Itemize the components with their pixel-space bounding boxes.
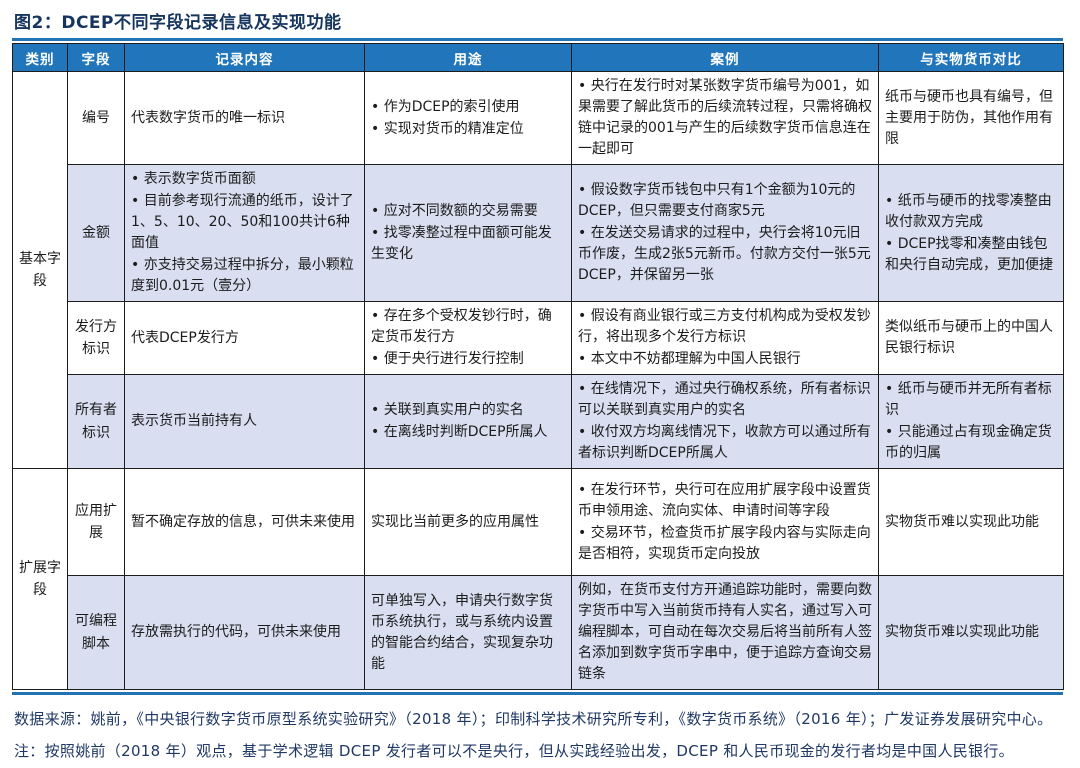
- cell-compare: 实物货币难以实现此功能: [878, 575, 1064, 690]
- cell-line: • 在离线时判断DCEP所属人: [371, 424, 548, 440]
- table-row: 金额 • 表示数字货币面额 • 目前参考现行流通的纸币，设计了1、5、10、20、5…: [13, 164, 1064, 302]
- cell-line: 可单独写入，申请央行数字货币系统执行，或与系统内设置的智能合约结合，实现复杂功能: [371, 592, 553, 672]
- table-row: 扩展字段 应用扩展 暂不确定存放的信息，可供未来使用 实现比当前更多的应用属性 • 在发…: [12, 468, 1064, 690]
- cell-line: 表示货币当前持有人: [131, 413, 257, 429]
- cell-case: • 在线情况下，通过央行确权系统，所有者标识可以关联到真实用户的实名 • 收付双方…: [571, 374, 879, 469]
- cell-line: • 便于央行进行发行控制: [371, 351, 524, 367]
- cell-compare: 实物货币难以实现此功能: [878, 468, 1064, 576]
- table-row: 基本字段 编号 代表数字货币的唯一标识 • 作为DCEP的索引使用 • 实现对货币的精准…: [12, 71, 1064, 469]
- cell-case: • 在发行环节，央行可在应用扩展字段中设置货币申领用途、流向实体、申请时间等字段…: [571, 468, 879, 576]
- cell-line: 实物货币难以实现此功能: [885, 624, 1039, 640]
- cell-case: 例如，在货币支付方开通追踪功能时，需要向数字货币中写入当前货币持有人实名，通过写…: [571, 575, 879, 690]
- cell-line: • 找零凑整过程中面额可能发生变化: [371, 225, 552, 262]
- cell-compare: 类似纸币与硬币上的中国人民银行标识: [878, 301, 1064, 375]
- cell-line: 例如，在货币支付方开通追踪功能时，需要向数字货币中写入当前货币持有人实名，通过写…: [578, 582, 872, 682]
- column-header: 用途: [364, 43, 572, 72]
- cell-line: • 只能通过占有现金确定货币的归属: [885, 424, 1052, 461]
- cell-line: • 本文中不妨都理解为中国人民银行: [578, 351, 801, 367]
- cell-line: • 存在多个受权发钞行时，确定货币发行方: [371, 308, 552, 345]
- cell-compare: • 纸币与硬币并无所有者标识 • 只能通过占有现金确定货币的归属: [878, 374, 1064, 469]
- cell-line: • DCEP找零和凑整由钱包和央行自动完成，更加便捷: [885, 235, 1053, 273]
- cell-line: • 假设数字货币钱包中只有1个金额为10元的DCEP，但只需要支付商家5元: [578, 182, 856, 219]
- column-header: 类别: [12, 43, 68, 72]
- cell-line: • 收付双方均离线情况下，收款方可以通过所有者标识判断DCEP所属人: [578, 424, 871, 461]
- cell-case: • 假设有商业银行或三方支付机构成为受权发钞行，将出现多个发行方标识 • 本文中不…: [571, 301, 879, 375]
- cell-line: • 实现对货币的精准定位: [371, 120, 524, 137]
- cell-usage: • 作为DCEP的索引使用 • 实现对货币的精准定位: [364, 71, 572, 165]
- table-row: 可编程脚本 存放需执行的代码，可供未来使用 可单独写入，申请央行数字货币系统执行，或…: [13, 575, 1064, 690]
- title-rule: [12, 38, 1063, 41]
- dcep-fields-table: 类别 字段 记录内容 用途 案例 与实物货币对比 基本字段 编号 代表数字货币的唯一标识 • 作…: [12, 43, 1064, 690]
- cell-line: 类似纸币与硬币上的中国人民银行标识: [885, 319, 1053, 356]
- table-row: 发行方标识 代表DCEP发行方 • 存在多个受权发钞行时，确定货币发行方 • 便于央行…: [13, 301, 1064, 375]
- cell-line: • 表示数字货币面额: [131, 171, 256, 187]
- field-name-cell: 发行方标识: [67, 301, 125, 375]
- cell-line: • 纸币与硬币的找零凑整由收付款双方完成: [885, 192, 1052, 230]
- column-header: 案例: [571, 43, 879, 72]
- cell-usage: • 存在多个受权发钞行时，确定货币发行方 • 便于央行进行发行控制: [364, 301, 572, 375]
- cell-line: • 关联到真实用户的实名: [371, 402, 524, 418]
- cell-line: • 央行在发行时对某张数字货币编号为001，如果需要了解此货币的后续流转过程，只…: [578, 78, 872, 157]
- cell-content: 表示货币当前持有人: [124, 374, 365, 469]
- cell-line: • 亦支持交易过程中拆分，最小颗粒度到0.01元（壹分）: [131, 257, 354, 294]
- cell-line: • 应对不同数额的交易需要: [371, 203, 538, 219]
- field-name-cell: 编号: [67, 71, 125, 165]
- cell-case: • 央行在发行时对某张数字货币编号为001，如果需要了解此货币的后续流转过程，只…: [571, 71, 879, 165]
- cell-compare: • 纸币与硬币的找零凑整由收付款双方完成 • DCEP找零和凑整由钱包和央行自动完…: [878, 164, 1064, 302]
- field-name-cell: 金额: [67, 164, 125, 302]
- field-name-cell: 所有者标识: [67, 374, 125, 469]
- table-body: 基本字段 编号 代表数字货币的唯一标识 • 作为DCEP的索引使用 • 实现对货币的精准…: [12, 71, 1064, 690]
- cell-line: • 在发行环节，央行可在应用扩展字段中设置货币申领用途、流向实体、申请时间等字段: [578, 481, 871, 519]
- cell-line: 纸币与硬币也具有编号，但主要用于防伪，其他作用有限: [885, 88, 1053, 147]
- category-cell: 基本字段: [12, 71, 68, 469]
- bottom-rule: [12, 692, 1063, 695]
- cell-line: 存放需执行的代码，可供未来使用: [131, 624, 341, 640]
- cell-line: • 在发送交易请求的过程中，央行会将10元旧币作废，生成2张5元新币。付款方交付…: [578, 225, 871, 283]
- table-row: 所有者标识 表示货币当前持有人 • 关联到真实用户的实名 • 在离线时判断DCEP所属…: [13, 374, 1064, 469]
- category-cell: 扩展字段: [12, 468, 68, 690]
- cell-line: 暂不确定存放的信息，可供未来使用: [131, 513, 355, 530]
- cell-usage: 可单独写入，申请央行数字货币系统执行，或与系统内设置的智能合约结合，实现复杂功能: [364, 575, 572, 690]
- table-header-row: 类别 字段 记录内容 用途 案例 与实物货币对比: [12, 43, 1064, 72]
- cell-content: 存放需执行的代码，可供未来使用: [124, 575, 365, 690]
- source-note: 数据来源：姚前，《中央银行数字货币原型系统实验研究》（2018 年）；印制科学技…: [14, 710, 1053, 761]
- cell-line: 代表DCEP发行方: [131, 329, 239, 346]
- cell-usage: • 关联到真实用户的实名 • 在离线时判断DCEP所属人: [364, 374, 572, 469]
- cell-line: 代表数字货币的唯一标识: [131, 109, 285, 126]
- cell-content: 代表数字货币的唯一标识: [124, 71, 365, 165]
- cell-line: • 交易环节，检查货币扩展字段内容与实际走向是否相符，实现货币定向投放: [578, 524, 871, 562]
- field-name-cell: 应用扩展: [67, 468, 125, 576]
- column-header: 字段: [67, 43, 125, 72]
- cell-content: • 表示数字货币面额 • 目前参考现行流通的纸币，设计了1、5、10、20、50和…: [124, 164, 365, 302]
- cell-line: 实现比当前更多的应用属性: [371, 513, 539, 530]
- cell-line: • 纸币与硬币并无所有者标识: [885, 381, 1052, 418]
- cell-compare: 纸币与硬币也具有编号，但主要用于防伪，其他作用有限: [878, 71, 1064, 165]
- cell-usage: • 应对不同数额的交易需要 • 找零凑整过程中面额可能发生变化: [364, 164, 572, 302]
- cell-line: • 在线情况下，通过央行确权系统，所有者标识可以关联到真实用户的实名: [578, 381, 871, 418]
- figure-title: 图2：DCEP不同字段记录信息及实现功能: [14, 13, 342, 33]
- cell-line: • 假设有商业银行或三方支付机构成为受权发钞行，将出现多个发行方标识: [578, 308, 871, 345]
- column-header: 与实物货币对比: [878, 43, 1064, 72]
- cell-line: • 目前参考现行流通的纸币，设计了1、5、10、20、50和100共计6种面值: [131, 193, 354, 251]
- cell-usage: 实现比当前更多的应用属性: [364, 468, 572, 576]
- cell-line: • 作为DCEP的索引使用: [371, 98, 520, 115]
- cell-content: 代表DCEP发行方: [124, 301, 365, 375]
- cell-case: • 假设数字货币钱包中只有1个金额为10元的DCEP，但只需要支付商家5元 • 在…: [571, 164, 879, 302]
- cell-line: 实物货币难以实现此功能: [885, 513, 1039, 530]
- cell-content: 暂不确定存放的信息，可供未来使用: [124, 468, 365, 576]
- column-header: 记录内容: [124, 43, 365, 72]
- field-name-cell: 可编程脚本: [67, 575, 125, 690]
